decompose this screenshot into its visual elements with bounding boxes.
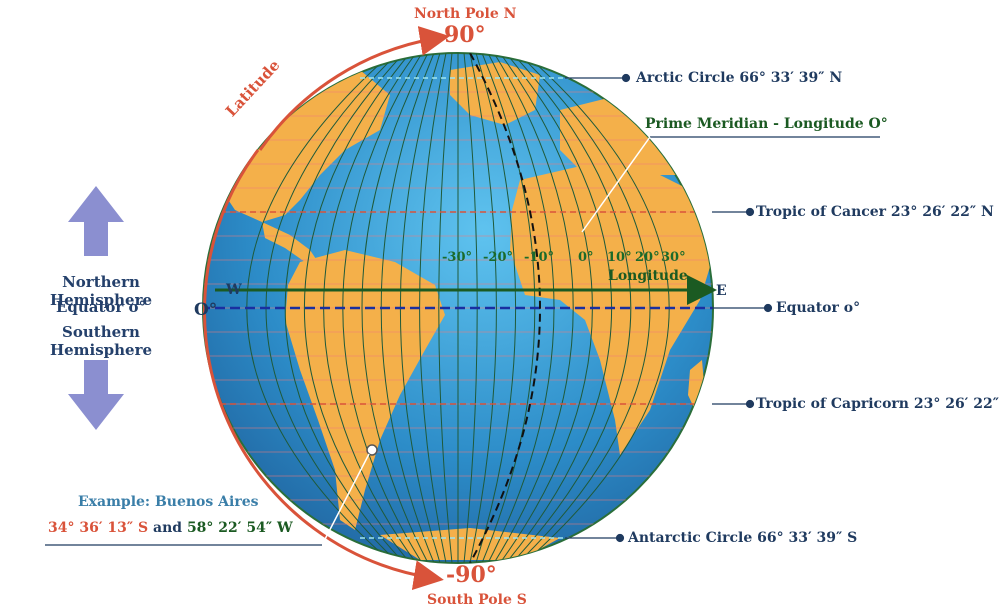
longitude-tick: 20° <box>635 250 660 265</box>
meridian-line <box>361 53 429 563</box>
antarctic-circle-label: Antarctic Circle 66° 33′ 39″ S <box>628 530 858 546</box>
leader-lines <box>565 73 880 543</box>
example-title: Example: Buenos Aires <box>78 494 259 510</box>
west-label: W <box>226 282 242 298</box>
longitude-tick: -10° <box>524 250 554 265</box>
latitude-arc-north <box>258 26 450 151</box>
longitude-label: Longitude <box>608 268 688 284</box>
south-arrow-icon <box>68 360 124 430</box>
north-pole-degree: 90° <box>444 22 486 48</box>
prime-meridian-line <box>469 53 541 563</box>
arctic-circle-label: Arctic Circle 66° 33′ 39″ N <box>636 70 843 86</box>
buenos-aires-marker <box>45 444 378 546</box>
equator-hemisphere-label: Equator o° <box>55 298 147 316</box>
meridian-line <box>438 53 453 563</box>
meridian-line <box>493 53 574 563</box>
continent-south-america <box>285 250 445 530</box>
meridian-line <box>511 53 632 563</box>
continent-europe <box>560 95 713 175</box>
meridian-line <box>284 53 405 563</box>
prime-meridian-label: Prime Meridian - Longitude O° <box>645 116 888 132</box>
longitude-tick: -30° <box>442 250 472 265</box>
example-coordinates: 34° 36′ 13″ S and 58° 22′ 54″ W <box>48 520 293 536</box>
meridian-line <box>304 53 411 563</box>
south-pole-degree: -90° <box>446 562 497 588</box>
equator-label: Equator o° <box>776 300 861 316</box>
continent-central-america <box>262 222 318 262</box>
east-label: E <box>716 283 727 299</box>
tropic-of-capricorn-label: Tropic of Capricorn 23° 26′ 22″ S <box>756 396 1000 412</box>
example-joiner: and <box>153 520 183 536</box>
example-latitude: 34° 36′ 13″ S <box>48 520 149 536</box>
continent-africa <box>510 165 713 455</box>
southern-hemisphere-label: Southern Hemisphere <box>49 323 153 359</box>
north-arrow-icon <box>68 186 124 256</box>
south-pole-label: South Pole S <box>427 592 527 608</box>
latitude-arc-main <box>202 149 444 590</box>
tropic-of-cancer-label: Tropic of Cancer 23° 26′ 22″ N <box>756 204 994 220</box>
longitude-tick: 30° <box>661 250 686 265</box>
north-pole-label: North Pole N <box>414 6 517 22</box>
example-longitude: 58° 22′ 54″ W <box>186 520 293 536</box>
longitude-tick: -20° <box>483 250 513 265</box>
equator-zero-label: O° <box>194 300 218 320</box>
longitude-tick: 0° <box>578 250 594 265</box>
northern-hemisphere-label: Northern Hemisphere <box>49 273 153 309</box>
meridian-line <box>469 53 497 563</box>
longitude-tick: 10° <box>607 250 632 265</box>
